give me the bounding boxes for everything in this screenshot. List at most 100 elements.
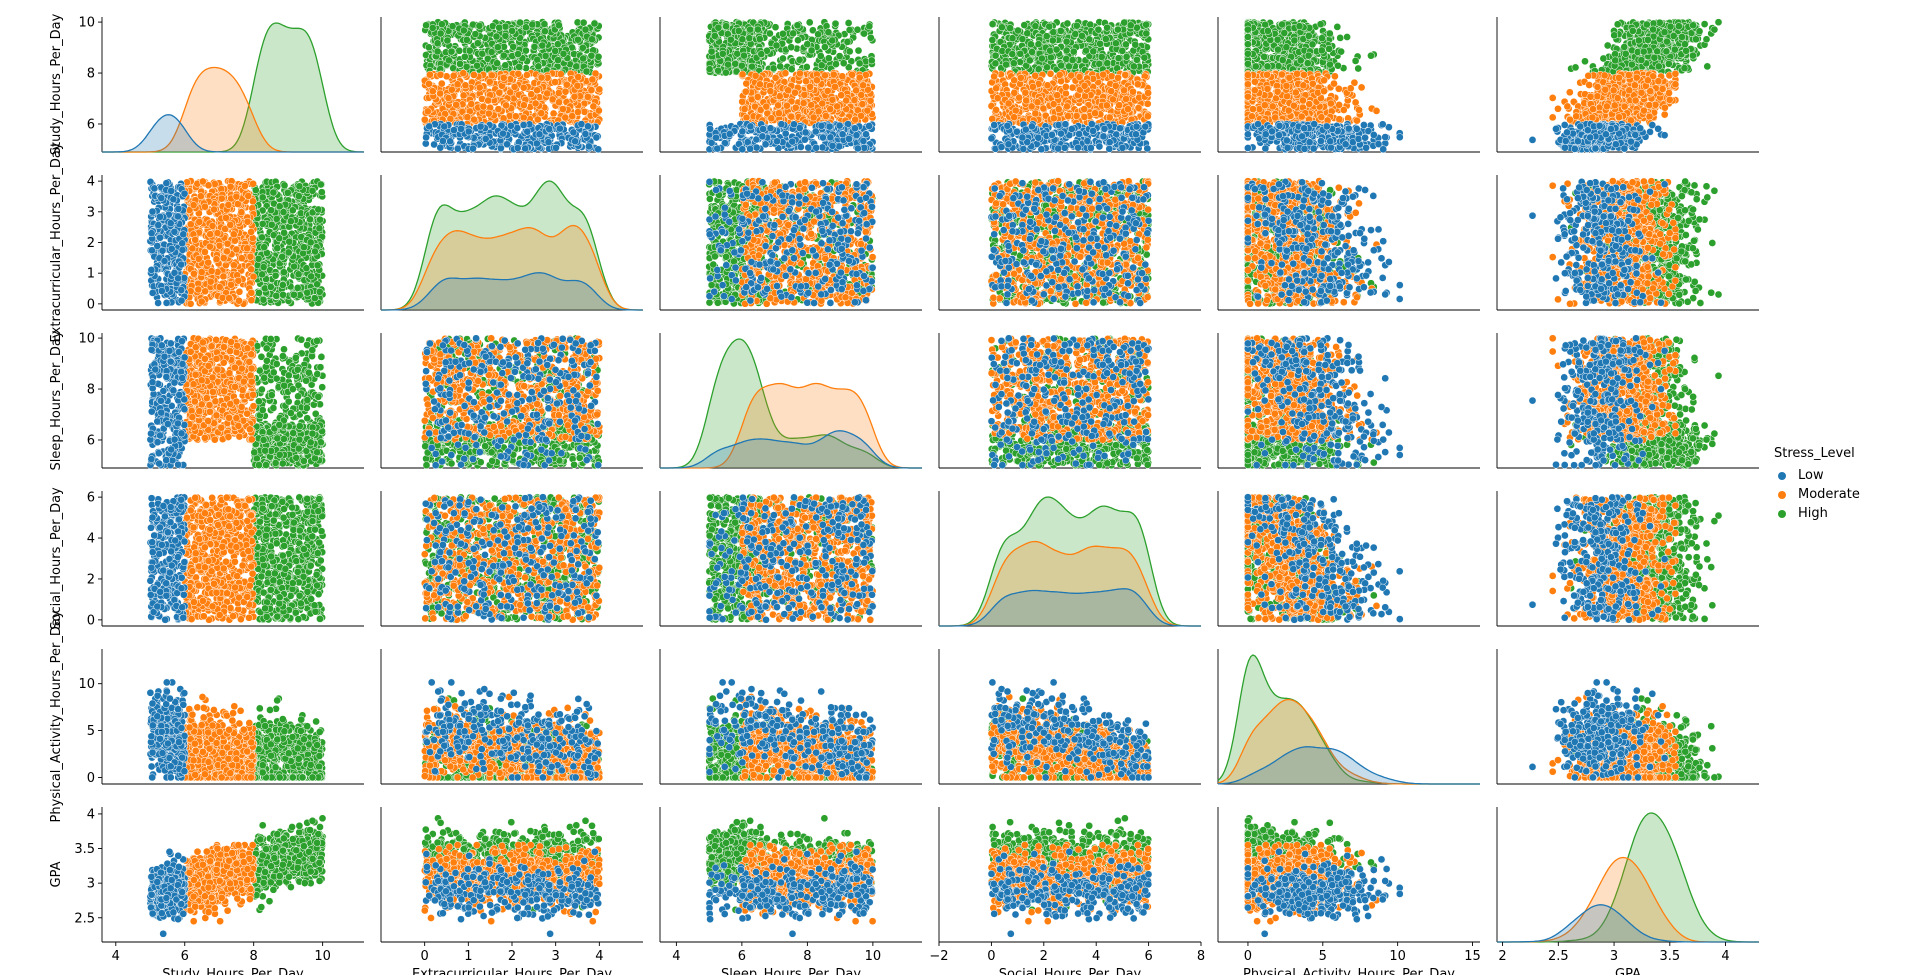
point-moderate bbox=[589, 76, 596, 83]
point-low bbox=[426, 123, 433, 130]
point-high bbox=[502, 62, 509, 69]
point-high bbox=[448, 48, 455, 55]
point-moderate bbox=[476, 84, 483, 91]
point-moderate bbox=[538, 74, 545, 81]
point-high bbox=[541, 28, 548, 35]
point-moderate bbox=[437, 71, 444, 78]
point-high bbox=[463, 36, 470, 43]
point-low bbox=[522, 145, 529, 152]
point-moderate bbox=[500, 74, 507, 81]
point-high bbox=[456, 60, 463, 67]
point-high bbox=[554, 57, 561, 64]
point-moderate bbox=[464, 114, 471, 121]
point-high bbox=[531, 43, 538, 50]
point-high bbox=[508, 27, 515, 34]
point-low bbox=[524, 128, 531, 135]
point-high bbox=[472, 30, 479, 37]
point-moderate bbox=[426, 71, 433, 78]
point-high bbox=[806, 19, 813, 26]
point-high bbox=[808, 47, 815, 54]
point-high bbox=[437, 30, 444, 37]
point-low bbox=[437, 144, 444, 151]
point-high bbox=[517, 19, 524, 26]
point-low bbox=[520, 121, 527, 128]
point-moderate bbox=[485, 110, 492, 117]
point-high bbox=[861, 30, 868, 37]
point-high bbox=[582, 26, 589, 33]
point-high bbox=[516, 63, 523, 70]
point-moderate bbox=[480, 103, 487, 110]
point-low bbox=[556, 125, 563, 132]
point-low bbox=[457, 125, 464, 132]
point-low bbox=[536, 131, 543, 138]
point-moderate bbox=[574, 82, 581, 89]
point-low bbox=[552, 144, 559, 151]
point-high bbox=[595, 53, 602, 60]
point-low bbox=[454, 145, 461, 152]
point-high bbox=[466, 47, 473, 54]
point-moderate bbox=[512, 113, 519, 120]
point-high bbox=[846, 26, 853, 33]
point-low bbox=[582, 130, 589, 137]
point-high bbox=[488, 48, 495, 55]
point-high bbox=[456, 47, 463, 54]
point-high bbox=[473, 62, 480, 69]
point-high bbox=[580, 55, 587, 62]
cell-0-2 bbox=[660, 17, 922, 153]
point-moderate bbox=[445, 95, 452, 102]
point-high bbox=[529, 21, 536, 28]
point-low bbox=[570, 129, 577, 136]
point-moderate bbox=[468, 101, 475, 108]
point-moderate bbox=[507, 89, 514, 96]
point-high bbox=[493, 33, 500, 40]
point-low bbox=[447, 138, 454, 145]
point-high bbox=[815, 31, 822, 38]
point-high bbox=[832, 61, 839, 68]
point-high bbox=[588, 36, 595, 43]
point-moderate bbox=[424, 108, 431, 115]
point-low bbox=[585, 143, 592, 150]
point-moderate bbox=[575, 73, 582, 80]
point-high bbox=[522, 47, 529, 54]
point-high bbox=[502, 32, 509, 39]
point-high bbox=[560, 50, 567, 57]
point-high bbox=[574, 36, 581, 43]
point-moderate bbox=[425, 80, 432, 87]
point-high bbox=[541, 21, 548, 28]
point-high bbox=[494, 44, 501, 51]
point-moderate bbox=[460, 70, 467, 77]
point-moderate bbox=[538, 110, 545, 117]
point-low bbox=[546, 125, 553, 132]
point-low bbox=[595, 146, 602, 153]
point-moderate bbox=[485, 97, 492, 104]
cell-0-1 bbox=[381, 17, 643, 153]
point-high bbox=[445, 57, 452, 64]
point-high bbox=[494, 60, 501, 67]
point-moderate bbox=[495, 106, 502, 113]
point-high bbox=[489, 23, 496, 30]
point-high bbox=[444, 37, 451, 44]
point-high bbox=[510, 43, 517, 50]
point-high bbox=[844, 38, 851, 45]
point-high bbox=[803, 63, 810, 70]
point-moderate bbox=[584, 93, 591, 100]
y-tick-label: 10 bbox=[78, 16, 95, 31]
point-moderate bbox=[515, 70, 522, 77]
point-moderate bbox=[559, 106, 566, 113]
point-high bbox=[552, 47, 559, 54]
point-moderate bbox=[471, 116, 478, 123]
point-moderate bbox=[503, 102, 510, 109]
point-high bbox=[542, 52, 549, 59]
point-moderate bbox=[534, 87, 541, 94]
point-low bbox=[482, 135, 489, 142]
point-moderate bbox=[596, 86, 603, 93]
point-high bbox=[476, 22, 483, 29]
point-high bbox=[460, 27, 467, 34]
point-moderate bbox=[571, 93, 578, 100]
point-high bbox=[423, 22, 430, 29]
point-moderate bbox=[544, 90, 551, 97]
point-low bbox=[545, 139, 552, 146]
point-moderate bbox=[450, 72, 457, 79]
point-moderate bbox=[453, 101, 460, 108]
